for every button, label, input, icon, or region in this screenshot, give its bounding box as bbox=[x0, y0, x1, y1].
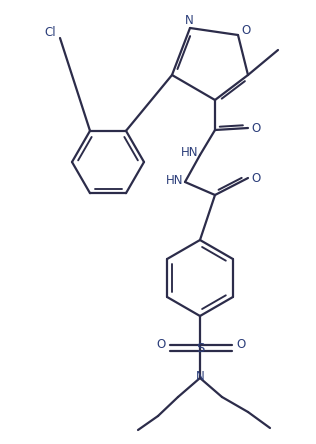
Text: HN: HN bbox=[180, 147, 198, 159]
Text: O: O bbox=[236, 338, 246, 352]
Text: N: N bbox=[185, 15, 193, 28]
Text: O: O bbox=[251, 171, 261, 185]
Text: S: S bbox=[196, 341, 204, 354]
Text: HN: HN bbox=[166, 174, 183, 186]
Text: O: O bbox=[241, 24, 251, 37]
Text: Cl: Cl bbox=[44, 27, 56, 40]
Text: O: O bbox=[156, 338, 166, 352]
Text: N: N bbox=[196, 369, 204, 382]
Text: O: O bbox=[251, 122, 261, 135]
